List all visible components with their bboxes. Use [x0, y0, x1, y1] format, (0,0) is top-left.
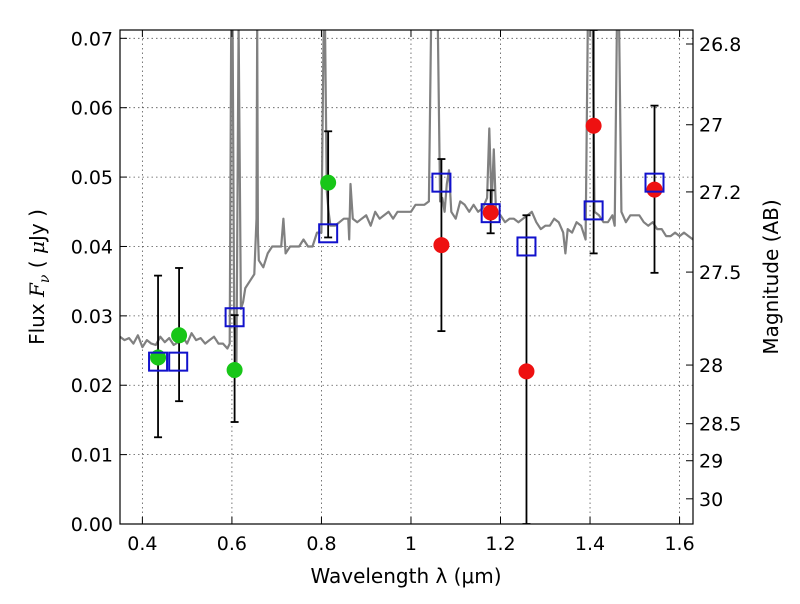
y-title-part: μ — [25, 241, 49, 254]
x-tick-label: 0.6 — [217, 533, 247, 555]
y-title-part: Jy ) — [25, 209, 49, 243]
y-tick-label: 0.02 — [71, 375, 113, 397]
x-tick-label: 1.6 — [664, 533, 694, 555]
plot-frame — [119, 29, 694, 525]
x-axis-title: Wavelength λ (μm) — [310, 564, 501, 588]
y-title-part: ( — [25, 254, 49, 275]
markers — [148, 117, 665, 380]
y-title-part: Flux — [25, 297, 49, 345]
mag-tick-label: 27.5 — [699, 262, 741, 284]
ticks: 0.4 0.6 0.8 1 1.2 1.4 1.6 0.00 0.01 0.02 0.03 0.04 0… — [71, 28, 742, 555]
data-point — [585, 117, 602, 134]
data-point — [482, 204, 499, 221]
mag-tick-label: 27 — [699, 115, 723, 137]
model-square — [168, 351, 189, 372]
x-tick-label: 1 — [405, 533, 417, 555]
mag-tick-label: 27.2 — [699, 182, 741, 204]
mag-tick-label: 30 — [699, 489, 723, 511]
spectrum-path — [120, 30, 693, 373]
y2-axis-title: Magnitude (AB) — [759, 199, 783, 354]
grid — [120, 30, 693, 525]
mag-tick-label: 28 — [699, 355, 723, 377]
mag-tick-label: 28.5 — [699, 414, 741, 436]
mag-tick-label: 29 — [699, 451, 723, 473]
model-square — [148, 351, 169, 372]
y-tick-label: 0.03 — [71, 306, 113, 328]
y-tick-label: 0.06 — [71, 98, 113, 120]
data-point — [171, 327, 188, 344]
data-point — [226, 361, 243, 378]
y-tick-label: 0.07 — [71, 28, 113, 50]
data-point — [433, 237, 450, 254]
data-point — [518, 363, 535, 380]
y-title-part: F — [25, 282, 49, 298]
mag-tick-label: 26.8 — [699, 34, 741, 56]
y-title-part: ν — [37, 274, 53, 283]
model-square — [516, 236, 537, 257]
spectrum-line — [120, 30, 693, 373]
model-square — [644, 172, 665, 193]
model-square — [583, 200, 604, 221]
x-tick-label: 0.8 — [306, 533, 336, 555]
model-square — [318, 223, 339, 244]
data-point — [150, 349, 167, 366]
model-square — [224, 307, 245, 328]
x-tick-label: 1.2 — [485, 533, 515, 555]
y-tick-label: 0.04 — [71, 236, 113, 258]
x-tick-label: 1.4 — [575, 533, 605, 555]
y-tick-label: 0.01 — [71, 445, 113, 467]
model-square — [431, 172, 452, 193]
data-point — [646, 181, 663, 198]
y-axis-title: Flux Fν ( μJy ) — [25, 209, 53, 345]
y-tick-label: 0.00 — [71, 514, 113, 536]
model-square — [480, 203, 501, 224]
data-point — [320, 174, 337, 191]
x-tick-label: 0.4 — [127, 533, 157, 555]
y-tick-label: 0.05 — [71, 167, 113, 189]
